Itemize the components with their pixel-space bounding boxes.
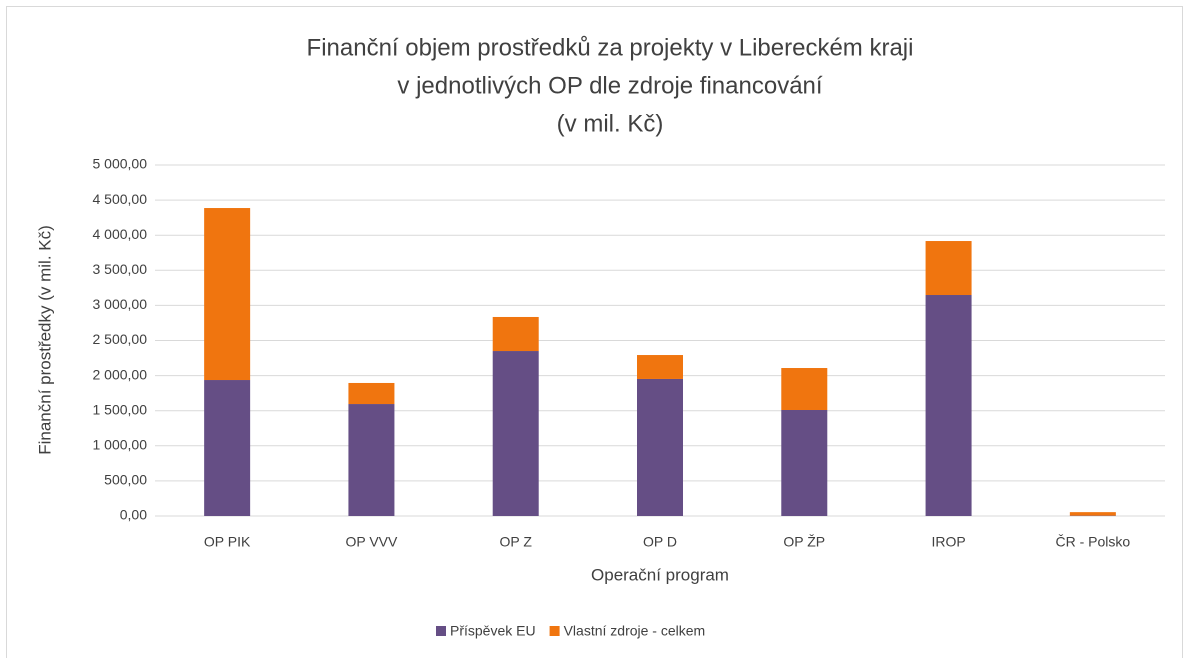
legend-label: Příspěvek EU	[450, 623, 536, 639]
bar-segment	[637, 355, 683, 379]
bar-segment	[204, 380, 251, 516]
y-tick-label: 3 000,00	[93, 296, 148, 312]
legend-swatch	[549, 626, 560, 636]
chart-border	[6, 6, 1183, 658]
x-tick-label: IROP	[931, 534, 965, 550]
y-tick-label: 2 000,00	[93, 366, 148, 382]
y-tick-label: 0,00	[120, 507, 147, 523]
bar-segment	[348, 382, 395, 405]
x-tick-label: OP Z	[500, 534, 533, 550]
chart-title: v jednotlivých OP dle zdroje financování	[397, 72, 822, 99]
y-axis-title: Finanční prostředky (v mil. Kč)	[35, 225, 54, 455]
legend-label: Vlastní zdroje - celkem	[564, 623, 706, 639]
x-tick-label: OP PIK	[204, 534, 251, 550]
bar-segment	[492, 351, 539, 516]
legend-swatch	[436, 626, 446, 636]
x-tick-label: OP VVV	[345, 534, 398, 550]
bar-segment	[925, 241, 972, 296]
y-tick-label: 4 500,00	[93, 191, 148, 207]
x-tick-label: OP ŽP	[783, 534, 825, 550]
bar-segment	[925, 295, 972, 516]
chart-title: (v mil. Kč)	[557, 110, 664, 137]
bar-segment	[348, 404, 395, 516]
y-tick-label: 3 500,00	[93, 261, 148, 277]
bar-segment	[637, 378, 683, 516]
y-tick-label: 2 500,00	[93, 331, 148, 347]
x-tick-label: OP D	[643, 534, 677, 550]
y-tick-label: 500,00	[104, 472, 147, 488]
bar-segment	[1069, 512, 1116, 516]
y-tick-label: 1 500,00	[93, 401, 148, 417]
x-axis-title: Operační program	[591, 565, 729, 584]
y-tick-label: 4 000,00	[93, 226, 148, 242]
y-tick-label: 1 000,00	[93, 437, 148, 453]
y-tick-label: 5 000,00	[93, 156, 148, 172]
chart-title: Finanční objem prostředků za projekty v …	[307, 34, 914, 61]
bar-segment	[204, 208, 251, 381]
x-tick-label: ČR - Polsko	[1056, 534, 1131, 550]
bar-segment	[781, 409, 828, 516]
bar-segment	[781, 368, 828, 410]
bar-segment	[492, 316, 539, 352]
